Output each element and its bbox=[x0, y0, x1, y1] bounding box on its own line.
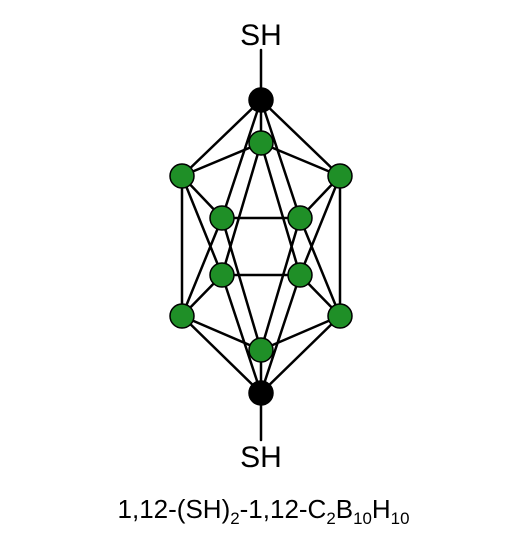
node-B9 bbox=[288, 263, 312, 287]
node-B3 bbox=[328, 164, 352, 188]
node-B2 bbox=[249, 131, 273, 155]
node-B6 bbox=[170, 164, 194, 188]
bottom-sh-label: SH bbox=[240, 441, 282, 475]
top-sh-label: SH bbox=[240, 19, 282, 53]
chemical-formula: 1,12-(SH)2-1,12-C2B10H10 bbox=[118, 494, 410, 529]
node-C1 bbox=[249, 88, 273, 112]
node-B10 bbox=[210, 263, 234, 287]
node-B4 bbox=[288, 206, 312, 230]
node-C12 bbox=[249, 381, 273, 405]
node-B7 bbox=[249, 338, 273, 362]
node-B8 bbox=[328, 304, 352, 328]
diagram-container: SH SH 1,12-(SH)2-1,12-C2B10H10 bbox=[0, 0, 527, 546]
node-B11 bbox=[170, 304, 194, 328]
node-B5 bbox=[210, 206, 234, 230]
